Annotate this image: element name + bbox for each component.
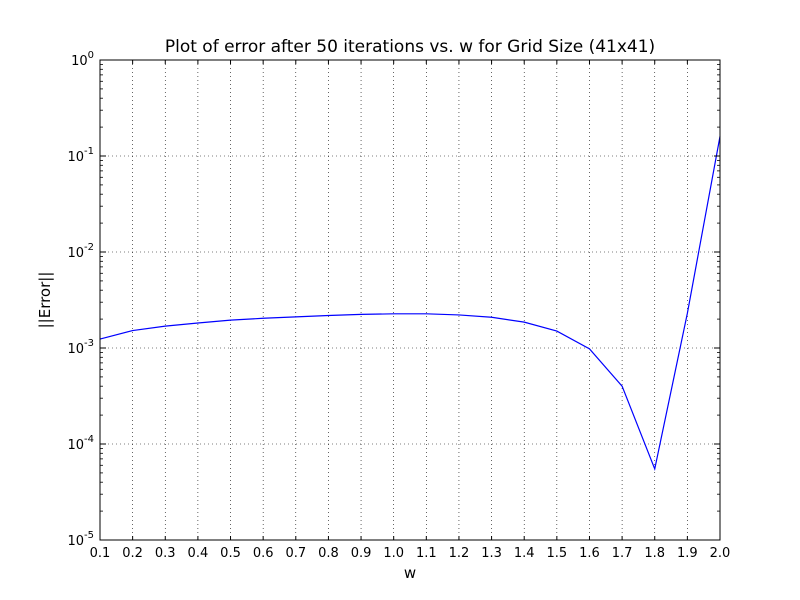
y-tick-label: 10-5 <box>67 530 94 549</box>
x-tick-label: 0.2 <box>122 546 143 561</box>
x-tick-label: 2.0 <box>710 546 731 561</box>
x-tick-label: 1.2 <box>449 546 470 561</box>
plot-frame <box>99 59 721 541</box>
ticks <box>99 59 721 541</box>
x-tick-label: 1.7 <box>612 546 633 561</box>
y-tick-label: 10-3 <box>67 338 94 357</box>
x-tick-label: 0.8 <box>318 546 339 561</box>
y-axis-label: ||Error|| <box>36 272 54 329</box>
x-tick-label: 0.9 <box>351 546 372 561</box>
x-tick-label: 0.3 <box>155 546 176 561</box>
chart-title: Plot of error after 50 iterations vs. w … <box>165 37 655 57</box>
x-tick-label: 1.9 <box>677 546 698 561</box>
x-tick-label: 1.4 <box>514 546 535 561</box>
x-tick-label: 1.6 <box>579 546 600 561</box>
x-tick-label: 0.5 <box>220 546 241 561</box>
x-tick-label: 0.4 <box>188 546 209 561</box>
y-tick-label: 10-1 <box>67 146 94 165</box>
series-layer <box>99 136 721 472</box>
x-tick-label: 1.3 <box>481 546 502 561</box>
x-tick-label: 1.0 <box>383 546 404 561</box>
series-line <box>99 136 721 472</box>
plot-area <box>100 60 720 540</box>
y-tick-label: 100 <box>71 50 94 69</box>
x-tick-labels: 0.1 0.2 0.3 0.4 0.5 0.6 0.7 0.8 0.9 1.0 1.1 1.2 1.3 1… <box>90 546 731 561</box>
y-tick-label: 10-2 <box>67 242 94 261</box>
y-tick-labels: 100 10-1 10-2 10-3 10-4 10-5 <box>67 50 94 549</box>
x-tick-label: 1.5 <box>546 546 567 561</box>
x-tick-label: 0.6 <box>253 546 274 561</box>
x-tick-label: 0.1 <box>90 546 111 561</box>
x-tick-label: 1.8 <box>644 546 665 561</box>
x-tick-label: 1.1 <box>416 546 437 561</box>
x-tick-label: 0.7 <box>285 546 306 561</box>
y-tick-label: 10-4 <box>67 434 94 453</box>
x-axis-label: w <box>404 564 416 582</box>
